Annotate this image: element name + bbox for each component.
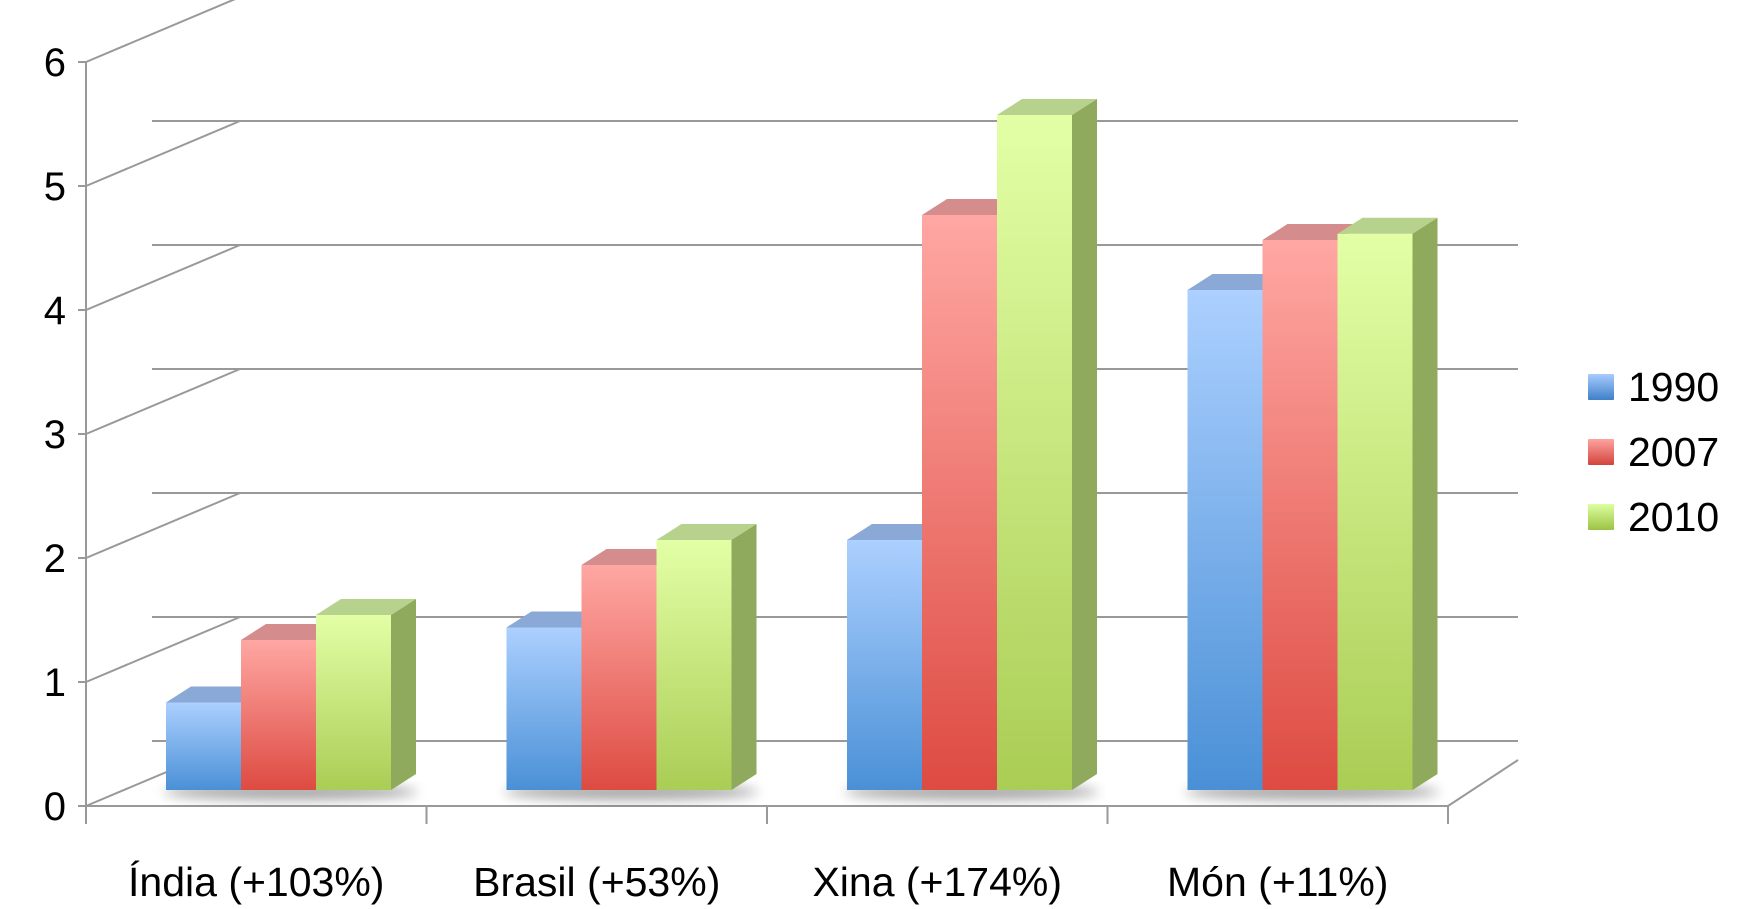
legend-swatch-1990 bbox=[1588, 374, 1614, 400]
legend-item-1990: 1990 bbox=[1588, 364, 1738, 429]
bar-1990-0 bbox=[166, 686, 266, 790]
legend-label-1990: 1990 bbox=[1628, 364, 1720, 410]
bar-1990-2 bbox=[847, 524, 947, 790]
bars bbox=[163, 99, 1440, 800]
gridline bbox=[78, 120, 1518, 187]
bar-2010-2 bbox=[997, 99, 1097, 790]
legend-label-2010: 2010 bbox=[1628, 494, 1720, 540]
bar-1990-1 bbox=[506, 611, 607, 790]
legend-item-2007: 2007 bbox=[1588, 429, 1738, 494]
y-tick-label: 0 bbox=[44, 785, 66, 829]
gridline bbox=[78, 0, 236, 63]
y-axis-ticks: 0 1 2 3 4 5 6 bbox=[44, 41, 66, 829]
x-tick-label: Brasil (+53%) bbox=[473, 859, 720, 905]
legend-swatch-2010 bbox=[1588, 504, 1614, 530]
legend-item-2010: 2010 bbox=[1588, 494, 1738, 559]
y-tick-label: 3 bbox=[44, 413, 66, 457]
legend: 1990 2007 2010 bbox=[1588, 364, 1738, 559]
x-tick-label: Xina (+174%) bbox=[812, 859, 1062, 905]
y-tick-label: 5 bbox=[44, 165, 66, 209]
x-tick-label: Índia (+103%) bbox=[128, 859, 384, 905]
bar-2010-1 bbox=[656, 524, 757, 790]
y-tick-label: 6 bbox=[44, 41, 66, 85]
x-tick-label: Món (+11%) bbox=[1167, 859, 1388, 905]
bar-2007-0 bbox=[241, 624, 341, 790]
bar-1990-3 bbox=[1187, 274, 1288, 790]
bar-2010-3 bbox=[1337, 217, 1438, 790]
legend-swatch-2007 bbox=[1588, 439, 1614, 465]
y-tick-label: 4 bbox=[44, 289, 66, 333]
y-tick-label: 2 bbox=[44, 537, 66, 581]
bar-2010-0 bbox=[316, 599, 416, 790]
bar-2007-3 bbox=[1262, 224, 1363, 790]
legend-label-2007: 2007 bbox=[1628, 429, 1720, 475]
y-tick-label: 1 bbox=[44, 661, 66, 705]
x-axis-ticks: Índia (+103%) Brasil (+53%) Xina (+174%) Mó… bbox=[85, 806, 1449, 905]
bar-2007-2 bbox=[922, 199, 1022, 790]
